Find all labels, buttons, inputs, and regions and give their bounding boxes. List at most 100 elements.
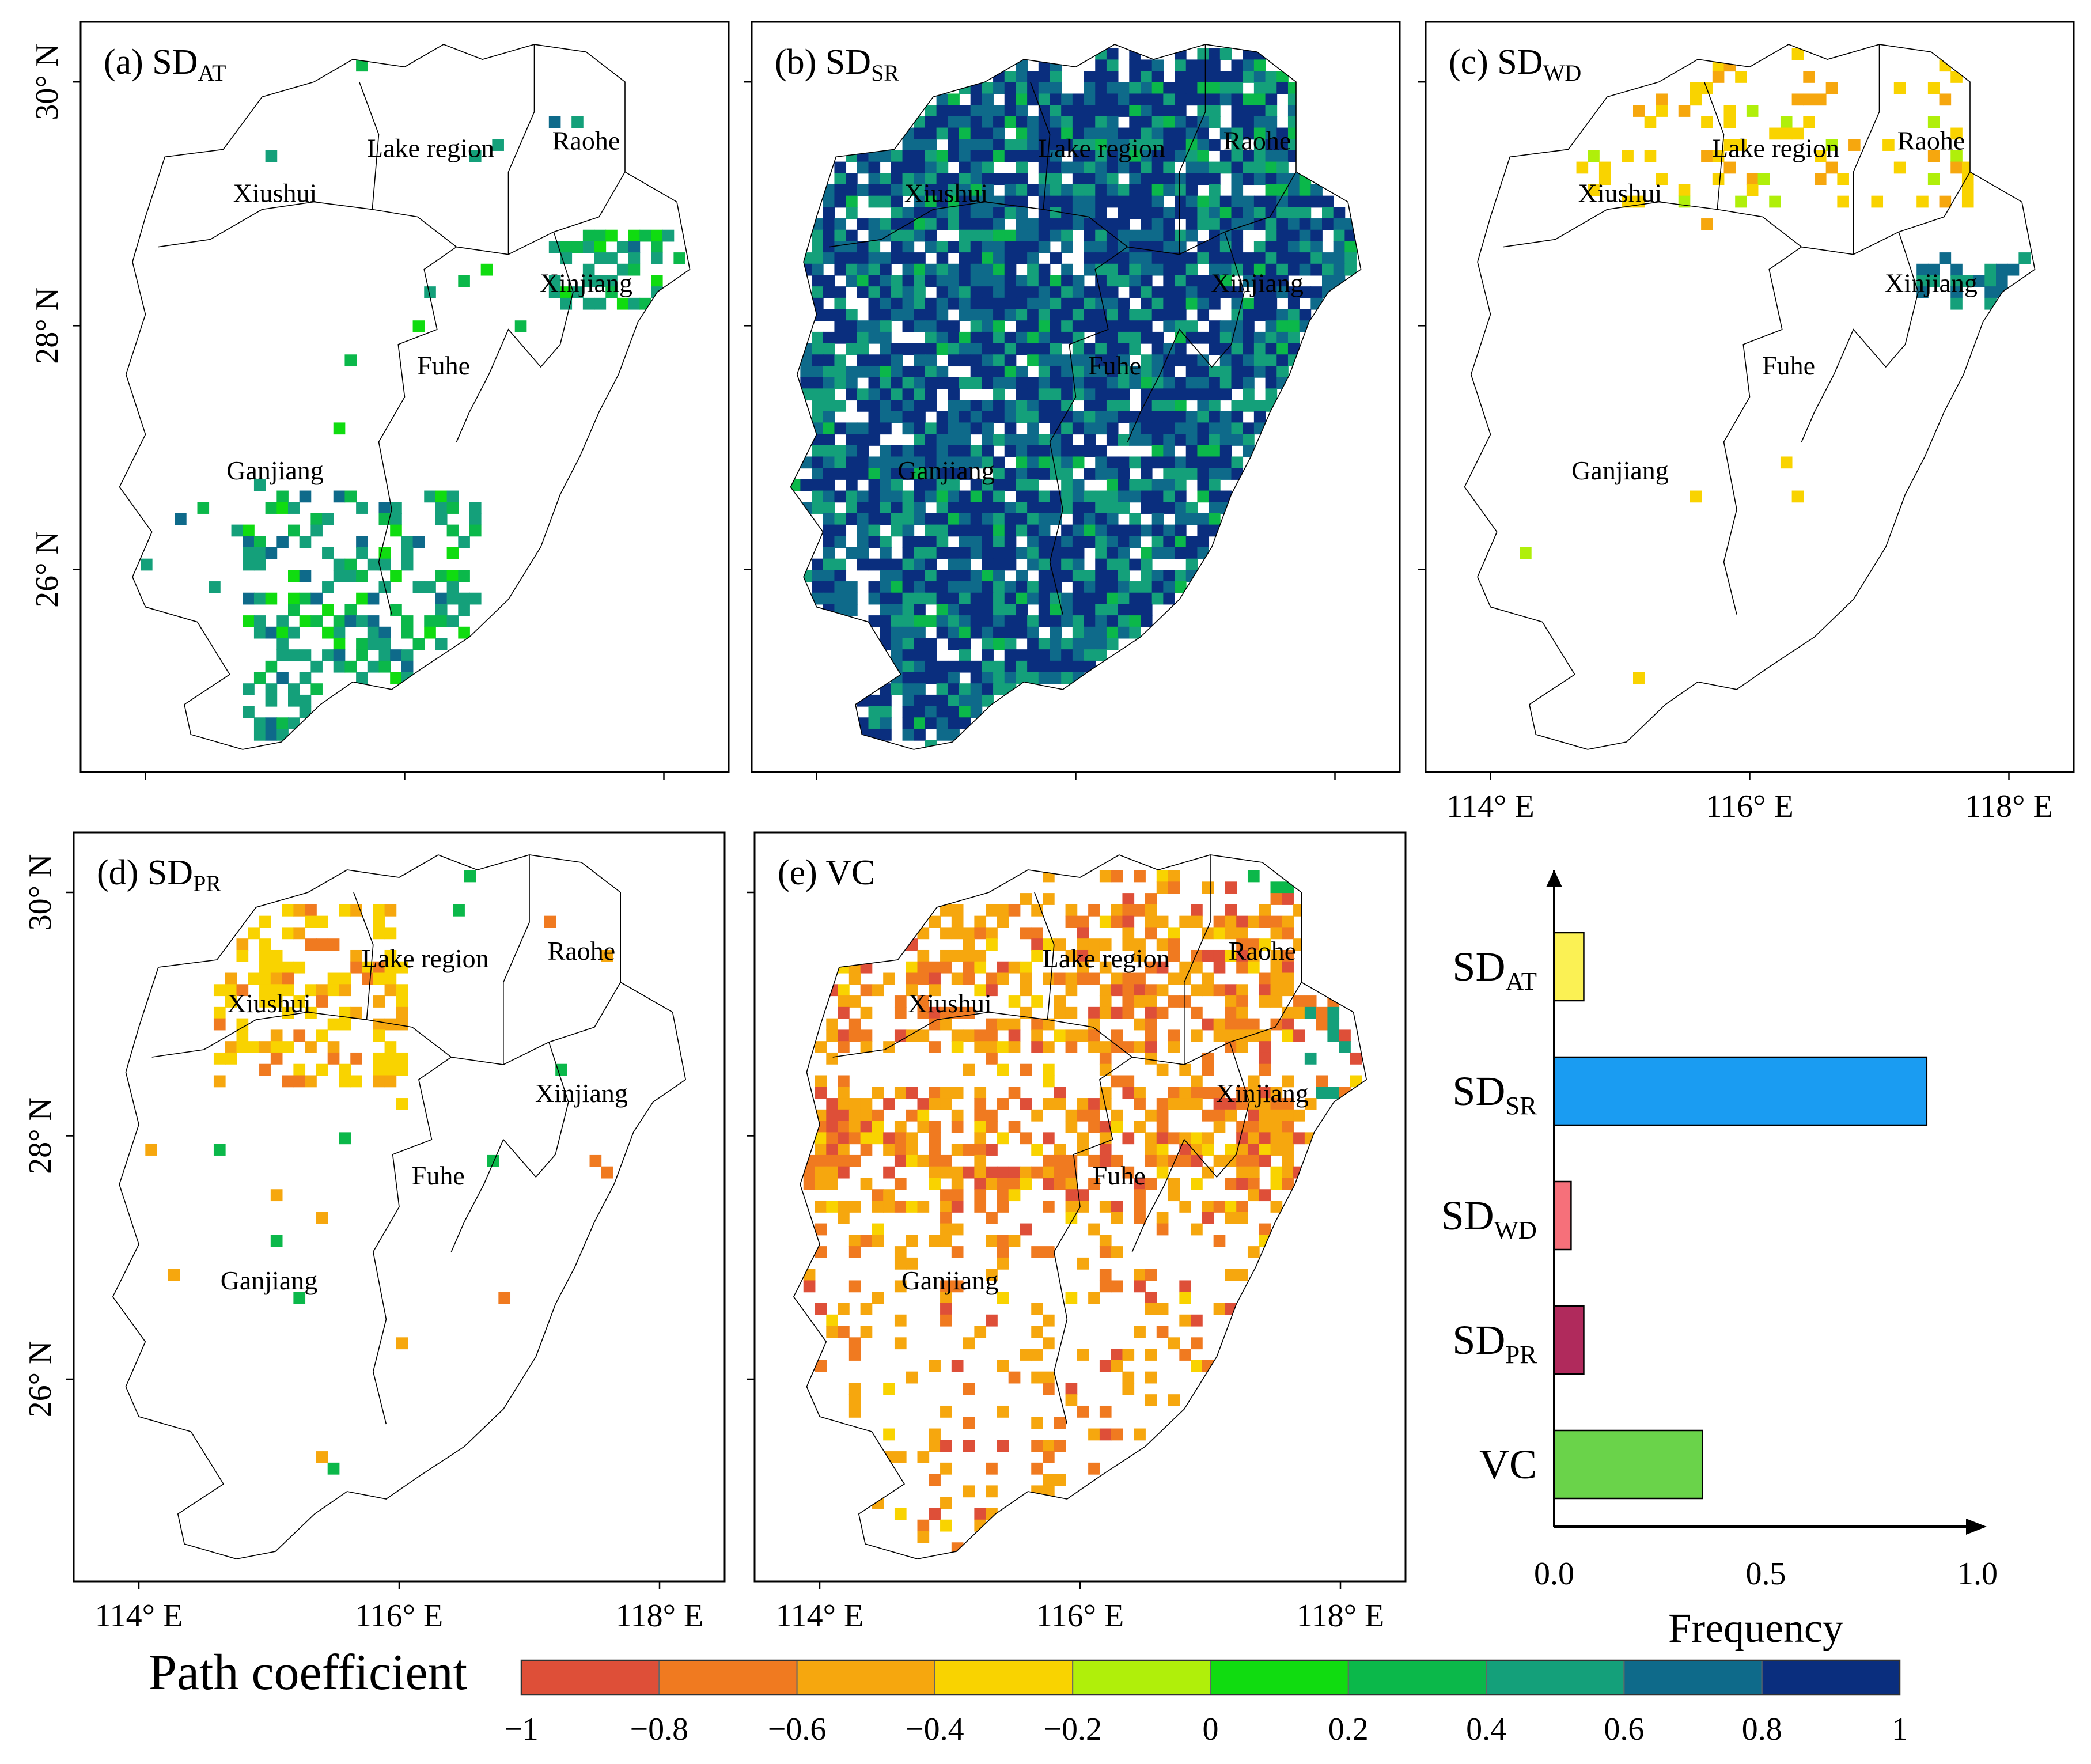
raster-cell bbox=[1185, 411, 1198, 423]
raster-cell bbox=[276, 502, 289, 514]
raster-cell bbox=[1129, 626, 1141, 639]
raster-cell bbox=[1027, 297, 1039, 310]
raster-cell bbox=[1322, 195, 1334, 208]
raster-cell bbox=[1175, 93, 1187, 106]
raster-cell bbox=[857, 320, 869, 332]
raster-cell bbox=[288, 502, 300, 514]
raster-cell bbox=[1106, 615, 1119, 627]
raster-cell bbox=[823, 309, 835, 321]
raster-cell bbox=[902, 286, 915, 298]
raster-cell bbox=[1020, 1223, 1032, 1236]
raster-cell bbox=[1141, 173, 1153, 186]
raster-cell bbox=[948, 672, 960, 684]
raster-cell bbox=[601, 949, 613, 962]
raster-cell bbox=[446, 547, 459, 559]
raster-cell bbox=[846, 581, 858, 593]
raster-cell bbox=[951, 1041, 964, 1053]
raster-cell bbox=[1927, 275, 1940, 287]
raster-cell bbox=[936, 468, 949, 480]
raster-cell bbox=[1118, 434, 1130, 446]
raster-cell bbox=[838, 1154, 850, 1167]
raster-cell bbox=[316, 1029, 328, 1042]
raster-cell bbox=[970, 604, 983, 616]
raster-cell bbox=[857, 388, 869, 401]
raster-cell bbox=[880, 286, 892, 298]
raster-cell bbox=[1163, 479, 1175, 491]
raster-cell bbox=[936, 377, 949, 389]
raster-cell bbox=[1168, 1394, 1180, 1407]
raster-cell bbox=[959, 241, 971, 253]
raster-cell bbox=[628, 263, 641, 276]
raster-cell bbox=[970, 536, 983, 548]
raster-cell bbox=[1209, 422, 1221, 435]
raster-cell bbox=[1633, 105, 1645, 117]
raster-cell bbox=[1287, 195, 1300, 208]
raster-cell bbox=[936, 161, 949, 174]
raster-cell bbox=[1061, 456, 1073, 469]
raster-cell bbox=[1259, 1041, 1271, 1053]
raster-cell bbox=[594, 297, 607, 310]
colorbar-tick-label: −0.8 bbox=[630, 1712, 689, 1747]
raster-cell bbox=[259, 961, 271, 974]
raster-cell bbox=[259, 915, 271, 928]
raster-cell bbox=[1209, 59, 1221, 72]
raster-cell bbox=[639, 229, 651, 242]
raster-cell bbox=[1175, 286, 1187, 298]
raster-cell bbox=[834, 297, 847, 310]
raster-cell bbox=[948, 468, 960, 480]
raster-cell bbox=[823, 434, 835, 446]
raster-cell bbox=[982, 479, 994, 491]
raster-cell bbox=[1077, 1029, 1089, 1042]
raster-cell bbox=[1077, 1405, 1089, 1418]
colorbar-swatch bbox=[1486, 1660, 1625, 1695]
raster-cell bbox=[1106, 309, 1119, 321]
raster-cell bbox=[1168, 938, 1180, 951]
raster-cell bbox=[594, 252, 607, 264]
raster-cell bbox=[253, 626, 266, 639]
raster-cell bbox=[902, 365, 915, 378]
raster-cell bbox=[1043, 1246, 1055, 1258]
raster-cell bbox=[936, 105, 949, 117]
raster-cell bbox=[800, 479, 812, 491]
raster-cell bbox=[993, 377, 1005, 389]
raster-cell bbox=[1065, 1383, 1078, 1395]
raster-cell bbox=[601, 1166, 613, 1179]
raster-cell bbox=[959, 354, 971, 367]
raster-cell bbox=[1247, 1018, 1260, 1031]
raster-cell bbox=[1050, 252, 1062, 264]
raster-cell bbox=[1191, 1098, 1203, 1110]
raster-cell bbox=[891, 161, 903, 174]
raster-cell bbox=[492, 139, 504, 151]
region-label: Lake region bbox=[1043, 944, 1170, 973]
raster-cell bbox=[1156, 870, 1169, 883]
raster-cells bbox=[803, 870, 1362, 1555]
raster-cell bbox=[940, 949, 952, 962]
raster-cell bbox=[1276, 343, 1289, 355]
raster-cell bbox=[936, 434, 949, 446]
raster-cell bbox=[880, 218, 892, 230]
raster-cell bbox=[1016, 207, 1028, 219]
raster-cell bbox=[951, 904, 964, 917]
raster-cell bbox=[1016, 672, 1028, 684]
raster-cell bbox=[815, 1132, 827, 1145]
raster-cell bbox=[1084, 468, 1096, 480]
raster-cell bbox=[902, 683, 915, 695]
raster-cell bbox=[1185, 93, 1198, 106]
raster-cell bbox=[1038, 558, 1051, 571]
raster-cell bbox=[1175, 59, 1187, 72]
raster-cell bbox=[951, 927, 964, 940]
raster-cell bbox=[344, 660, 357, 673]
raster-cell bbox=[1247, 1189, 1260, 1202]
raster-cell bbox=[1106, 71, 1119, 83]
raster-cell bbox=[891, 570, 903, 582]
raster-cell bbox=[1004, 105, 1017, 117]
raster-cell bbox=[276, 717, 289, 730]
raster-cell bbox=[1163, 150, 1175, 162]
raster-cell bbox=[344, 570, 357, 582]
raster-cell bbox=[1723, 116, 1736, 128]
raster-cell bbox=[1016, 241, 1028, 253]
raster-cell bbox=[823, 570, 835, 582]
raster-cell bbox=[1735, 71, 1747, 83]
raster-cell bbox=[1175, 331, 1187, 344]
raster-cell bbox=[1077, 938, 1089, 951]
